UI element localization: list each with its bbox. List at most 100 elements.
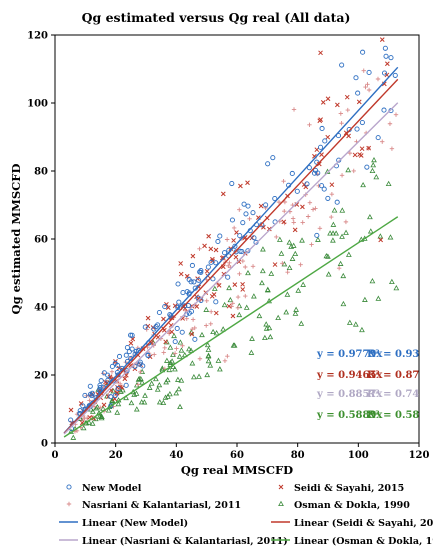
data-point bbox=[198, 269, 204, 276]
data-point bbox=[217, 233, 223, 239]
data-point bbox=[290, 216, 296, 221]
data-point bbox=[294, 188, 300, 194]
data-point bbox=[119, 385, 125, 390]
series-points-1 bbox=[68, 37, 390, 426]
data-point bbox=[210, 328, 216, 335]
data-point bbox=[228, 246, 234, 251]
data-point bbox=[380, 139, 385, 144]
data-point bbox=[105, 372, 111, 378]
data-point bbox=[384, 61, 390, 67]
data-point bbox=[379, 37, 385, 42]
data-point bbox=[173, 390, 180, 396]
data-point bbox=[299, 237, 305, 243]
data-point bbox=[164, 357, 170, 363]
data-point bbox=[206, 233, 211, 239]
data-point bbox=[204, 371, 211, 378]
data-point bbox=[138, 399, 145, 405]
data-point bbox=[286, 239, 293, 245]
data-point bbox=[381, 107, 387, 113]
data-point bbox=[281, 219, 287, 225]
data-point bbox=[205, 264, 211, 270]
data-point bbox=[263, 321, 270, 327]
data-point bbox=[313, 206, 318, 211]
data-point bbox=[285, 269, 290, 275]
data-point bbox=[123, 352, 129, 358]
data-point bbox=[172, 366, 178, 372]
data-point bbox=[103, 379, 108, 385]
data-point bbox=[336, 266, 342, 271]
data-point bbox=[235, 305, 241, 311]
data-point bbox=[307, 200, 313, 205]
data-point bbox=[163, 339, 169, 345]
data-point bbox=[213, 299, 219, 305]
data-point bbox=[192, 325, 197, 331]
data-point bbox=[335, 102, 340, 108]
data-point bbox=[137, 359, 143, 365]
data-point bbox=[359, 120, 365, 126]
data-point bbox=[204, 323, 209, 328]
data-point bbox=[289, 170, 295, 177]
data-point bbox=[325, 195, 331, 201]
data-point bbox=[240, 258, 246, 264]
data-point bbox=[184, 316, 189, 321]
data-point bbox=[270, 155, 276, 161]
data-point bbox=[361, 68, 366, 73]
data-point bbox=[225, 274, 231, 280]
data-point bbox=[222, 358, 228, 364]
y-tick-label: 60 bbox=[34, 235, 48, 246]
data-point bbox=[225, 354, 230, 359]
data-point bbox=[94, 404, 101, 410]
data-point bbox=[190, 317, 196, 322]
data-point bbox=[351, 168, 356, 174]
data-point bbox=[343, 219, 349, 225]
data-point bbox=[142, 324, 148, 330]
data-point bbox=[291, 220, 296, 225]
data-point bbox=[319, 125, 325, 132]
data-point bbox=[330, 237, 336, 243]
data-point bbox=[381, 70, 388, 76]
data-point bbox=[227, 260, 232, 266]
data-point bbox=[339, 233, 345, 239]
data-point bbox=[66, 501, 72, 507]
data-point bbox=[162, 304, 168, 310]
r2-label: R² = 0.58 bbox=[367, 410, 419, 421]
data-point bbox=[128, 399, 135, 406]
data-point bbox=[251, 293, 257, 299]
data-point bbox=[339, 173, 345, 178]
data-point bbox=[233, 249, 239, 255]
data-point bbox=[262, 334, 268, 341]
data-point bbox=[263, 325, 270, 331]
data-point bbox=[231, 238, 236, 243]
data-point bbox=[123, 382, 129, 388]
data-point bbox=[245, 248, 251, 254]
data-point bbox=[345, 107, 350, 113]
data-point bbox=[330, 230, 336, 236]
data-point bbox=[199, 331, 205, 338]
data-point bbox=[300, 220, 305, 225]
data-point bbox=[263, 202, 269, 208]
data-point bbox=[93, 405, 100, 411]
chart-title: Qg estimated versus Qg real (All data) bbox=[82, 10, 351, 25]
data-point bbox=[87, 398, 92, 403]
data-point bbox=[89, 393, 95, 399]
data-point bbox=[316, 161, 322, 167]
data-point bbox=[128, 340, 134, 346]
data-point bbox=[354, 126, 360, 132]
data-point bbox=[250, 264, 256, 269]
data-point bbox=[146, 384, 153, 390]
data-point bbox=[179, 329, 185, 335]
data-point bbox=[229, 304, 234, 309]
data-point bbox=[186, 310, 192, 316]
data-point bbox=[98, 378, 104, 384]
y-tick-label: 40 bbox=[34, 303, 48, 314]
data-point bbox=[369, 167, 376, 173]
data-point bbox=[367, 213, 373, 220]
equation-label: y = 0.9465x bbox=[316, 370, 383, 381]
data-point bbox=[325, 134, 331, 140]
data-point bbox=[276, 199, 282, 205]
y-tick-label: 20 bbox=[34, 371, 48, 382]
data-point bbox=[276, 236, 283, 242]
data-point bbox=[174, 325, 180, 332]
data-point bbox=[282, 199, 288, 205]
data-point bbox=[115, 386, 121, 392]
